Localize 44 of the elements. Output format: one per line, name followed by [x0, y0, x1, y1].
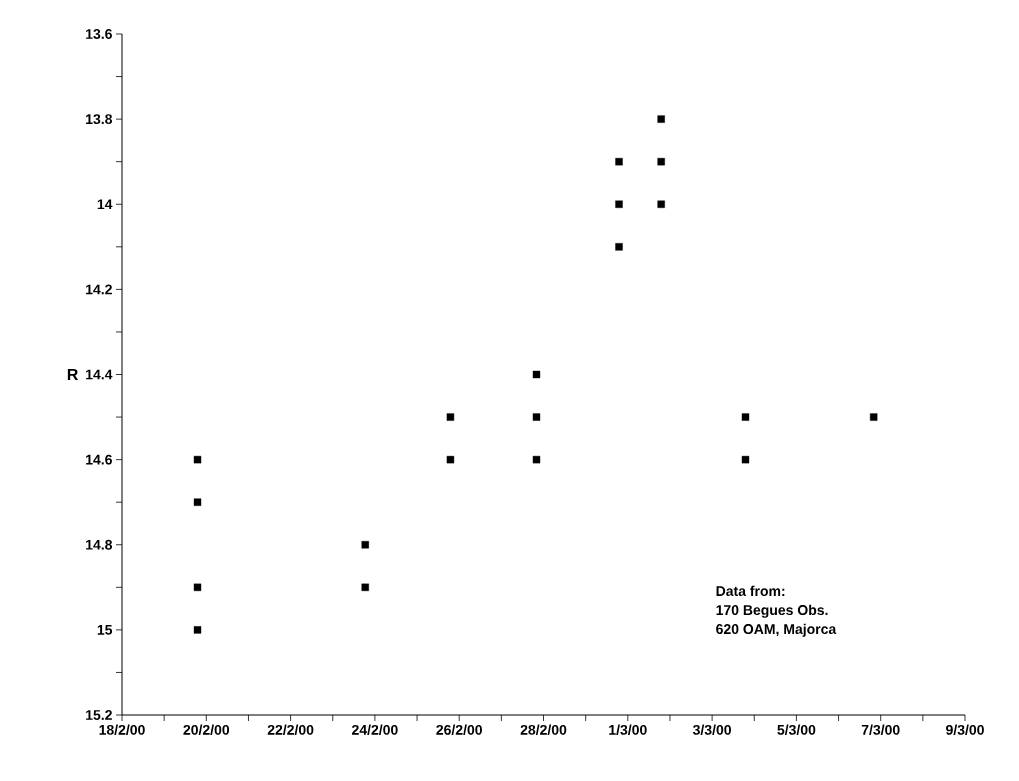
x-tick-label: 22/2/00: [267, 724, 314, 735]
y-tick-label: 13.6: [86, 29, 112, 39]
x-tick-label: 5/3/00: [777, 724, 816, 735]
point: [193, 626, 202, 634]
y-tick-label: 14.8: [86, 539, 113, 550]
x-tick-label: 3/3/00: [692, 724, 731, 735]
y-tick-label: 13.8: [86, 114, 113, 125]
point: [615, 243, 623, 251]
point: [869, 413, 878, 421]
point: [361, 583, 369, 592]
point: [193, 455, 202, 464]
y-tick-label: 15.2: [86, 710, 112, 720]
y-tick-label: 14.2: [86, 284, 112, 295]
point: [657, 200, 665, 208]
x-tick-label: 28/2/00: [520, 724, 567, 735]
x-tick-label: 26/2/00: [436, 724, 482, 735]
point: [532, 455, 541, 464]
x-tick-label: 20/2/00: [183, 724, 230, 735]
annotation: 620 OAM, Majorca: [716, 623, 837, 637]
y-tick-label: 14.6: [86, 454, 112, 465]
annotation: 170 Begues Obs.: [716, 604, 828, 618]
point: [615, 200, 623, 208]
x-tick-label: 24/2/00: [352, 724, 398, 735]
point: [532, 370, 541, 379]
x-tick-label: 18/2/00: [99, 724, 145, 735]
point: [446, 455, 455, 464]
y-tick-label: 14.4: [86, 369, 113, 380]
point: [615, 157, 623, 166]
y-tick-label: 14: [97, 199, 113, 210]
point: [446, 413, 455, 421]
y-tick-label: 15: [97, 625, 113, 635]
point: [532, 413, 541, 421]
point: [193, 583, 202, 592]
point: [741, 455, 750, 464]
point: [193, 498, 202, 506]
y-axis-title: R: [67, 369, 79, 381]
annotation: Data from:: [716, 585, 785, 597]
x-tick-label: 9/3/00: [946, 724, 984, 735]
x-tick-label: 1/3/00: [609, 724, 647, 735]
point: [657, 157, 665, 166]
x-tick-label: 7/3/00: [861, 724, 900, 735]
point: [657, 115, 665, 123]
point: [361, 541, 369, 549]
point: [741, 413, 750, 421]
